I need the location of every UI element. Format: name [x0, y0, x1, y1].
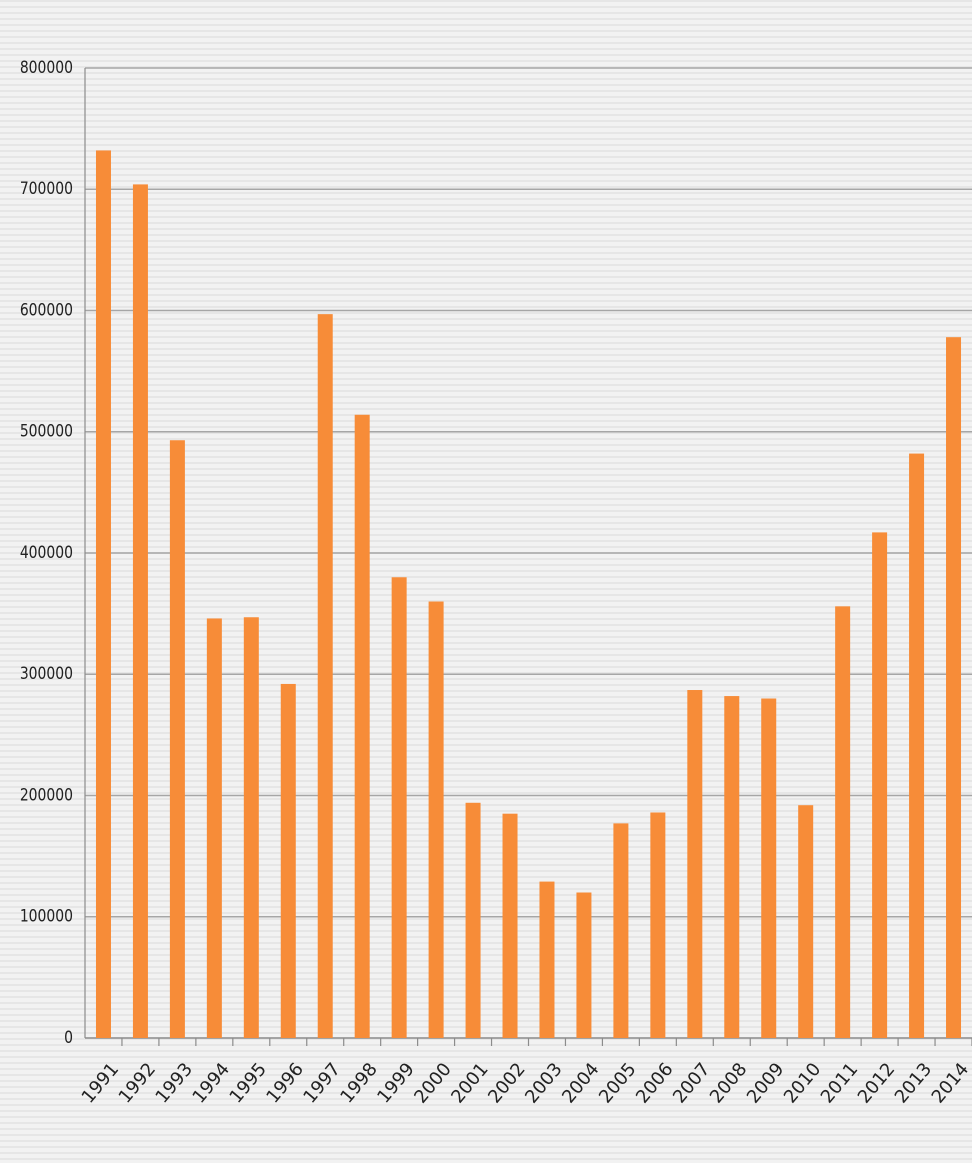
bar [502, 813, 518, 1038]
bar [798, 805, 814, 1038]
bar [576, 892, 592, 1038]
y-tick-label: 700000 [20, 179, 73, 199]
y-tick-label: 0 [64, 1028, 73, 1048]
bar [317, 314, 333, 1038]
y-tick-label: 400000 [20, 543, 73, 563]
bar [465, 802, 481, 1038]
bar [132, 184, 148, 1038]
bar [280, 683, 296, 1038]
bar [95, 150, 111, 1038]
bar [909, 453, 925, 1038]
bar [243, 617, 259, 1038]
bar [687, 690, 703, 1038]
bar [613, 823, 629, 1038]
y-tick-label: 800000 [20, 58, 73, 78]
bar [650, 812, 666, 1038]
bar [169, 440, 185, 1038]
bar [539, 881, 555, 1038]
bar [946, 337, 962, 1038]
bar [761, 698, 777, 1038]
y-tick-label: 300000 [20, 664, 73, 684]
y-tick-label: 500000 [20, 421, 73, 441]
bar [724, 696, 740, 1038]
y-tick-label: 100000 [20, 906, 73, 926]
y-tick-label: 600000 [20, 300, 73, 320]
bar [354, 414, 370, 1038]
bar [872, 532, 888, 1038]
bar [206, 618, 222, 1038]
bar [391, 577, 407, 1038]
y-tick-label: 200000 [20, 785, 73, 805]
bar [835, 606, 851, 1038]
bar [428, 601, 444, 1038]
